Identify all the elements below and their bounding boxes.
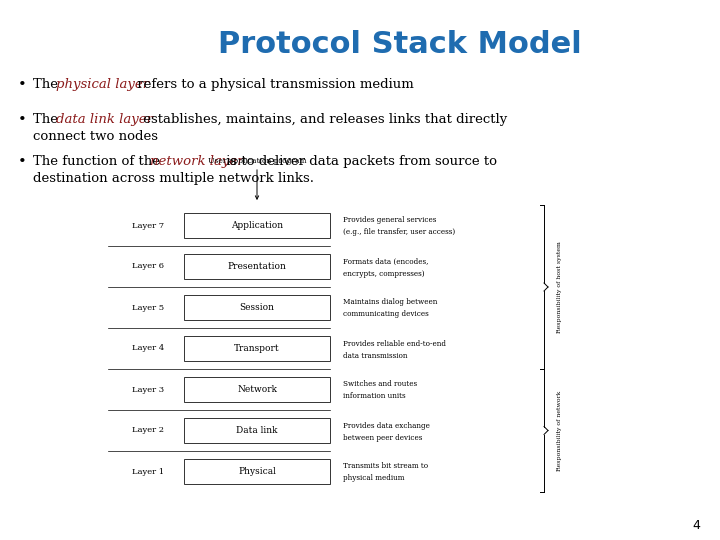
Text: (e.g., file transfer, user access): (e.g., file transfer, user access) bbox=[343, 228, 455, 237]
Bar bbox=[184, 254, 330, 279]
Text: establishes, maintains, and releases links that directly: establishes, maintains, and releases lin… bbox=[139, 113, 507, 126]
Text: Network: Network bbox=[237, 385, 277, 394]
Bar bbox=[184, 459, 330, 484]
Text: Responsibility of host system: Responsibility of host system bbox=[557, 241, 562, 333]
Text: The function of the: The function of the bbox=[33, 155, 164, 168]
Text: Transport: Transport bbox=[234, 344, 280, 353]
Text: network layer: network layer bbox=[150, 155, 243, 168]
Text: Transmits bit stream to: Transmits bit stream to bbox=[343, 462, 428, 470]
Bar bbox=[184, 295, 330, 320]
Bar bbox=[184, 377, 330, 402]
Text: Maintains dialog between: Maintains dialog between bbox=[343, 299, 437, 307]
Text: User application program: User application program bbox=[207, 157, 306, 165]
Text: Responsibility of network: Responsibility of network bbox=[557, 390, 562, 471]
Text: encrypts, compresses): encrypts, compresses) bbox=[343, 269, 425, 278]
Bar bbox=[184, 418, 330, 443]
Text: Application: Application bbox=[231, 221, 283, 230]
Text: The: The bbox=[33, 78, 62, 91]
Text: between peer devices: between peer devices bbox=[343, 434, 423, 442]
Text: is to deliver data packets from source to: is to deliver data packets from source t… bbox=[222, 155, 497, 168]
Text: physical layer: physical layer bbox=[56, 78, 150, 91]
Text: communicating devices: communicating devices bbox=[343, 310, 428, 319]
Text: Layer 6: Layer 6 bbox=[132, 262, 164, 271]
Text: Provides reliable end-to-end: Provides reliable end-to-end bbox=[343, 340, 446, 348]
Bar bbox=[184, 336, 330, 361]
Text: Presentation: Presentation bbox=[228, 262, 287, 271]
Text: Formats data (encodes,: Formats data (encodes, bbox=[343, 258, 428, 266]
Text: Session: Session bbox=[240, 303, 274, 312]
Text: Protocol Stack Model: Protocol Stack Model bbox=[218, 30, 582, 59]
Text: Layer 5: Layer 5 bbox=[132, 303, 164, 312]
Text: Layer 7: Layer 7 bbox=[132, 221, 164, 229]
Text: Provides general services: Provides general services bbox=[343, 217, 436, 225]
Text: data link layer: data link layer bbox=[56, 113, 153, 126]
Text: Switches and routes: Switches and routes bbox=[343, 381, 417, 388]
Text: destination across multiple network links.: destination across multiple network link… bbox=[33, 172, 314, 185]
Text: •: • bbox=[18, 113, 27, 127]
Text: •: • bbox=[18, 78, 27, 92]
Text: Physical: Physical bbox=[238, 467, 276, 476]
Text: Provides data exchange: Provides data exchange bbox=[343, 422, 430, 429]
Bar bbox=[184, 213, 330, 238]
Text: Layer 1: Layer 1 bbox=[132, 468, 164, 476]
Text: •: • bbox=[18, 155, 27, 169]
Text: connect two nodes: connect two nodes bbox=[33, 130, 158, 143]
Text: Data link: Data link bbox=[236, 426, 278, 435]
Text: Layer 4: Layer 4 bbox=[132, 345, 164, 353]
Text: refers to a physical transmission medium: refers to a physical transmission medium bbox=[133, 78, 414, 91]
Text: 4: 4 bbox=[692, 519, 700, 532]
Text: information units: information units bbox=[343, 393, 405, 401]
Text: The: The bbox=[33, 113, 62, 126]
Text: data transmission: data transmission bbox=[343, 352, 408, 360]
Text: Layer 3: Layer 3 bbox=[132, 386, 164, 394]
Text: physical medium: physical medium bbox=[343, 475, 405, 483]
Text: Layer 2: Layer 2 bbox=[132, 427, 164, 435]
